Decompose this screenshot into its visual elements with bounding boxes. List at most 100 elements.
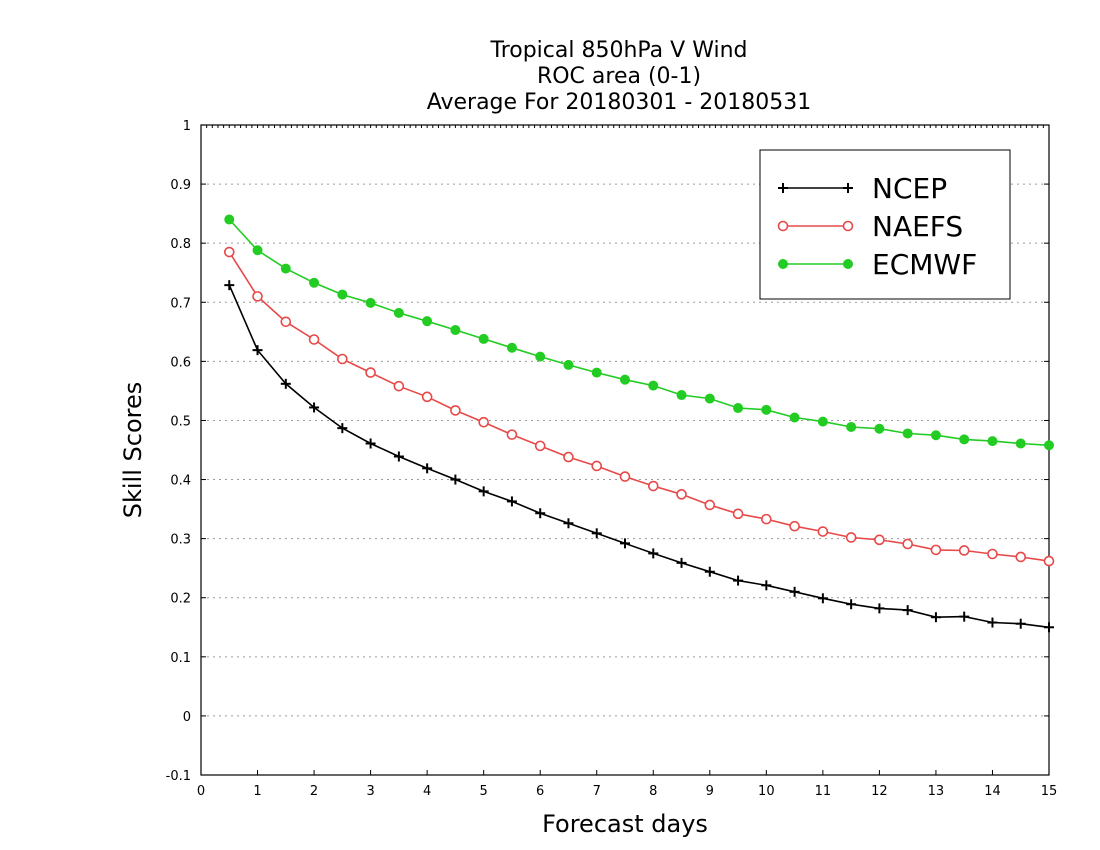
data-point-ecmwf (874, 423, 885, 434)
data-point-naefs (789, 520, 800, 532)
data-point-ncep (930, 612, 941, 623)
data-point-ncep (761, 580, 772, 591)
data-point-naefs (874, 534, 885, 546)
legend-box (759, 149, 1011, 300)
data-point-ncep (506, 496, 517, 507)
y-tick-label: 0.1 (170, 651, 191, 666)
data-point-naefs (421, 391, 433, 403)
series-naefs (223, 246, 1055, 567)
data-point-ecmwf (620, 374, 630, 385)
data-point-naefs (987, 548, 998, 560)
legend-label-ncep: NCEP (872, 172, 947, 205)
chart-title-line-3: Average For 20180301 - 20180531 (427, 90, 812, 115)
data-point-ecmwf (365, 297, 376, 308)
legend-marker-naefs (777, 220, 789, 232)
data-point-ecmwf (1044, 440, 1054, 451)
data-point-ecmwf (1015, 438, 1026, 449)
data-point-naefs (393, 380, 405, 392)
data-point-ecmwf (761, 404, 772, 415)
legend: NCEP NAEFS ECMWF (759, 149, 1011, 300)
data-point-ncep (478, 486, 489, 497)
legend-marker-ecmwf (843, 259, 853, 269)
series-layer (223, 214, 1055, 633)
data-point-ncep (648, 548, 659, 559)
y-axis-label: Skill Scores (119, 382, 147, 519)
y-tick-label: 0.2 (170, 592, 191, 607)
data-point-ecmwf (902, 428, 913, 439)
x-tick-label: 6 (536, 784, 544, 799)
data-point-ncep (563, 518, 574, 529)
data-point-naefs (1015, 551, 1027, 563)
data-point-ncep (1044, 622, 1054, 633)
x-tick-label: 15 (1041, 784, 1058, 799)
data-point-naefs (761, 513, 772, 525)
data-point-naefs (280, 316, 292, 328)
data-point-ncep (309, 402, 320, 413)
data-point-naefs (676, 489, 687, 500)
data-point-ecmwf (591, 367, 602, 378)
data-point-naefs (450, 405, 461, 416)
data-point-naefs (478, 416, 489, 428)
legend-label-naefs: NAEFS (872, 210, 963, 243)
legend-label-ecmwf: ECMWF (872, 248, 977, 281)
legend-marker-ncep (843, 183, 853, 193)
data-point-ecmwf (789, 412, 800, 423)
data-point-naefs (534, 440, 546, 452)
data-point-ncep (591, 528, 602, 539)
data-point-naefs (308, 334, 320, 345)
data-point-naefs (732, 508, 744, 520)
data-point-ecmwf (733, 403, 744, 414)
x-axis-label: Forecast days (542, 810, 708, 838)
y-tick-label: -0.1 (166, 769, 191, 784)
series-ecmwf (224, 214, 1054, 451)
data-point-naefs (619, 471, 631, 482)
data-point-ncep (224, 280, 235, 291)
legend-item-ncep: NCEP (778, 172, 947, 205)
data-point-ecmwf (676, 390, 687, 401)
y-tick-label: 0 (183, 710, 191, 725)
series-line-ncep (228, 284, 1050, 629)
x-tick-label: 9 (706, 784, 714, 799)
data-point-ncep (846, 599, 857, 610)
chart-title-line-1: Tropical 850hPa V Wind (489, 38, 747, 63)
x-tick-label: 4 (423, 784, 431, 799)
data-point-ecmwf (309, 277, 320, 288)
legend-marker-ecmwf (778, 259, 788, 269)
data-point-ecmwf (422, 316, 433, 327)
data-point-ecmwf (535, 351, 546, 362)
data-point-ecmwf (393, 307, 404, 318)
y-tick-label: 0.9 (170, 178, 191, 193)
data-point-ecmwf (563, 359, 574, 370)
data-point-ecmwf (704, 393, 715, 404)
data-point-ecmwf (930, 430, 941, 441)
data-point-ncep (1015, 618, 1026, 629)
x-tick-label: 5 (480, 784, 488, 799)
legend-item-ecmwf: ECMWF (778, 248, 977, 281)
data-point-ncep (620, 538, 630, 549)
y-tick-label: 0.6 (170, 355, 191, 370)
y-tick-label: 0.7 (170, 296, 191, 311)
legend-item-naefs: NAEFS (777, 210, 963, 243)
data-point-naefs (563, 451, 574, 463)
data-point-ecmwf (450, 325, 461, 336)
x-tick-label: 7 (593, 784, 601, 799)
data-point-naefs (845, 532, 857, 543)
data-point-ncep (393, 451, 404, 462)
x-tick-label: 11 (815, 784, 832, 799)
data-point-ncep (704, 566, 715, 577)
data-point-ecmwf (846, 421, 857, 432)
chart-title-line-2: ROC area (0-1) (537, 64, 701, 89)
data-point-naefs (704, 499, 716, 511)
data-point-ecmwf (987, 436, 998, 447)
data-point-ecmwf (506, 342, 517, 353)
data-point-ecmwf (280, 263, 291, 274)
data-point-naefs (591, 460, 603, 472)
series-ncep (224, 280, 1054, 633)
x-tick-label: 0 (197, 784, 205, 799)
data-point-ncep (902, 605, 913, 616)
data-point-ecmwf (478, 333, 489, 344)
data-point-ncep (365, 438, 376, 449)
data-point-ncep (252, 345, 263, 356)
data-point-naefs (647, 480, 659, 492)
